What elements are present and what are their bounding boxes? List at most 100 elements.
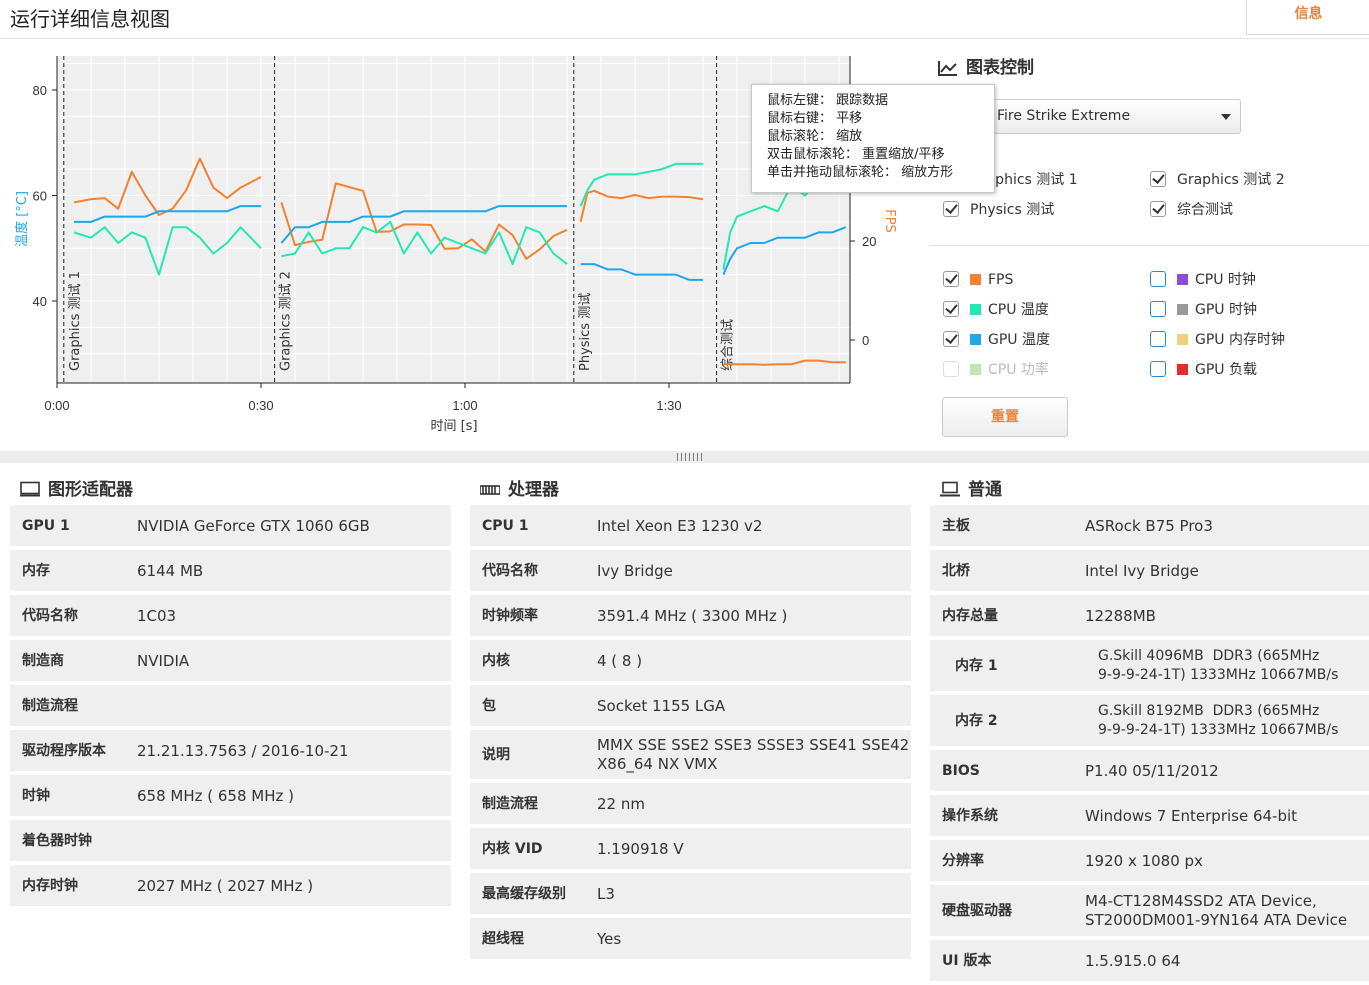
- chart-controls-panel: 图表控制 Fire Strike Extreme 重置 Graphics 测试 …: [930, 39, 1369, 451]
- info-row: 时钟 658 MHz ( 658 MHz ): [10, 775, 451, 816]
- laptop-icon: [940, 481, 960, 497]
- tooltip-line: 鼠标左键： 跟踪数据: [767, 93, 889, 108]
- tooltip-line: 双击鼠标滚轮： 重置缩放/平移: [767, 147, 945, 162]
- tooltip-line: 鼠标右键： 平移: [767, 111, 863, 126]
- info-row-value: Yes: [597, 930, 622, 948]
- test-checkbox[interactable]: Physics 测试: [943, 201, 1054, 221]
- pane-splitter[interactable]: [0, 451, 1369, 463]
- test-select[interactable]: Fire Strike Extreme: [990, 99, 1241, 134]
- metric-checkbox[interactable]: GPU 内存时钟: [1150, 331, 1285, 351]
- info-row-value: 1.5.915.0 64: [1085, 952, 1181, 970]
- chart-svg[interactable]: 40 60 80 0 20 0:00 0:30 1:00 1:30 时间 [s] 温度 [°C] FP…: [0, 39, 930, 451]
- test-checkbox-label: Graphics 测试 1: [970, 172, 1078, 188]
- page-title: 运行详细信息视图: [10, 7, 170, 31]
- general-panel-title: 普通: [930, 463, 1369, 505]
- general-panel-title-text: 普通: [968, 480, 1002, 500]
- info-row: 内存 2 G.Skill 8192MB DDR3 (665MHz 9-9-9-24…: [930, 695, 1369, 746]
- metric-checkbox-label: CPU 温度: [988, 302, 1049, 318]
- info-row-value: 1.190918 V: [597, 840, 684, 858]
- legend-swatch: [970, 334, 981, 345]
- info-row: UI 版本 1.5.915.0 64: [930, 940, 1369, 981]
- section-label: 综合测试: [721, 319, 736, 371]
- info-row: 代码名称 Ivy Bridge: [470, 550, 911, 591]
- checkbox-box[interactable]: [943, 331, 959, 347]
- info-row-key: 分辨率: [942, 853, 984, 869]
- info-row: 制造流程: [10, 685, 451, 726]
- info-row-value: Ivy Bridge: [597, 562, 673, 580]
- y-left-tick-label: 60: [33, 189, 47, 204]
- metric-checkbox[interactable]: FPS: [943, 271, 1013, 291]
- info-row-value: ASRock B75 Pro3: [1085, 517, 1213, 535]
- line-chart-icon: [938, 61, 957, 76]
- info-row-value: NVIDIA GeForce GTX 1060 6GB: [137, 517, 370, 535]
- info-row: 分辨率 1920 x 1080 px: [930, 840, 1369, 881]
- y-axis-right-label: FPS: [882, 209, 897, 233]
- legend-swatch: [1177, 304, 1188, 315]
- metric-checkbox-label: GPU 温度: [988, 332, 1050, 348]
- cpu-panel: 处理器 CPU 1 Intel Xeon E3 1230 v2 代码名称 Ivy Br…: [470, 463, 911, 963]
- info-row-key: 北桥: [942, 563, 970, 579]
- info-row-value: L3: [597, 885, 615, 903]
- chart-controls-title: 图表控制: [938, 53, 1034, 78]
- chart-help-tooltip: 鼠标左键： 跟踪数据 鼠标右键： 平移 鼠标滚轮： 缩放 双击鼠标滚轮： 重置缩…: [751, 84, 995, 193]
- checkbox-box[interactable]: [1150, 201, 1166, 217]
- info-row-value: MMX SSE SSE2 SSE3 SSSE3 SSE41 SSE42 X86_…: [597, 736, 910, 773]
- metric-checkbox-label: CPU 功率: [988, 362, 1049, 378]
- info-row: GPU 1 NVIDIA GeForce GTX 1060 6GB: [10, 505, 451, 546]
- info-row-key: 制造商: [22, 653, 64, 669]
- grip-icon: [677, 453, 703, 461]
- info-row-key: 内存: [22, 563, 50, 579]
- test-checkbox[interactable]: Graphics 测试 2: [1150, 171, 1285, 191]
- info-row-key: CPU 1: [482, 518, 529, 534]
- checkbox-box[interactable]: [943, 201, 959, 217]
- info-row: 着色器时钟: [10, 820, 451, 861]
- info-row: 北桥 Intel Ivy Bridge: [930, 550, 1369, 591]
- info-row-key: 着色器时钟: [22, 833, 92, 849]
- legend-swatch: [970, 304, 981, 315]
- info-row-value: 3591.4 MHz ( 3300 MHz ): [597, 607, 788, 625]
- metric-checkbox[interactable]: GPU 负载: [1150, 361, 1257, 381]
- info-row-key: 硬盘驱动器: [942, 903, 1012, 919]
- info-row-value: 4 ( 8 ): [597, 652, 643, 670]
- info-row: 操作系统 Windows 7 Enterprise 64-bit: [930, 795, 1369, 836]
- series-line: [579, 162, 703, 207]
- info-row-key: 制造流程: [22, 698, 78, 714]
- info-row-value: Intel Xeon E3 1230 v2: [597, 517, 763, 535]
- checkbox-box[interactable]: [943, 271, 959, 287]
- info-row: 最高缓存级别 L3: [470, 873, 911, 914]
- metric-checkbox[interactable]: GPU 时钟: [1150, 301, 1257, 321]
- checkbox-box[interactable]: [1150, 301, 1166, 317]
- info-row-value: Socket 1155 LGA: [597, 697, 726, 715]
- gpu-panel: 图形适配器 GPU 1 NVIDIA GeForce GTX 1060 6GB 内存…: [10, 463, 451, 910]
- x-tick-label: 0:30: [248, 398, 273, 413]
- info-row: 包 Socket 1155 LGA: [470, 685, 911, 726]
- info-row-value: G.Skill 4096MB DDR3 (665MHz 9-9-9-24-1T)…: [1098, 648, 1339, 683]
- test-select-value: Fire Strike Extreme: [997, 108, 1131, 124]
- checkbox-box[interactable]: [1150, 171, 1166, 187]
- info-tab[interactable]: 信息: [1246, 0, 1369, 35]
- series-line: [580, 263, 703, 281]
- test-checkbox[interactable]: 综合测试: [1150, 201, 1233, 221]
- cpu-panel-title: 处理器: [470, 463, 911, 505]
- info-row: 制造商 NVIDIA: [10, 640, 451, 681]
- info-row-value: 6144 MB: [137, 562, 204, 580]
- info-row-key: 主板: [942, 518, 970, 534]
- series-line: [281, 220, 568, 266]
- info-row-value: 658 MHz ( 658 MHz ): [137, 787, 294, 805]
- info-row: 内核 4 ( 8 ): [470, 640, 911, 681]
- metric-checkbox-label: GPU 负载: [1195, 362, 1257, 378]
- test-checkbox-label: Graphics 测试 2: [1177, 172, 1285, 188]
- checkbox-box[interactable]: [1150, 361, 1166, 377]
- checkbox-box: [943, 361, 959, 377]
- reset-button[interactable]: 重置: [942, 397, 1068, 437]
- info-row-key: 包: [482, 698, 496, 714]
- metric-checkbox[interactable]: CPU 温度: [943, 301, 1049, 321]
- metric-checkbox[interactable]: GPU 温度: [943, 331, 1050, 351]
- metric-checkbox[interactable]: CPU 时钟: [1150, 271, 1256, 291]
- checkbox-box[interactable]: [1150, 271, 1166, 287]
- info-row-key: BIOS: [942, 763, 980, 779]
- checkbox-box[interactable]: [1150, 331, 1166, 347]
- checkbox-box[interactable]: [943, 301, 959, 317]
- chart-controls-title-text: 图表控制: [966, 58, 1034, 78]
- info-row-value: 2027 MHz ( 2027 MHz ): [137, 877, 314, 895]
